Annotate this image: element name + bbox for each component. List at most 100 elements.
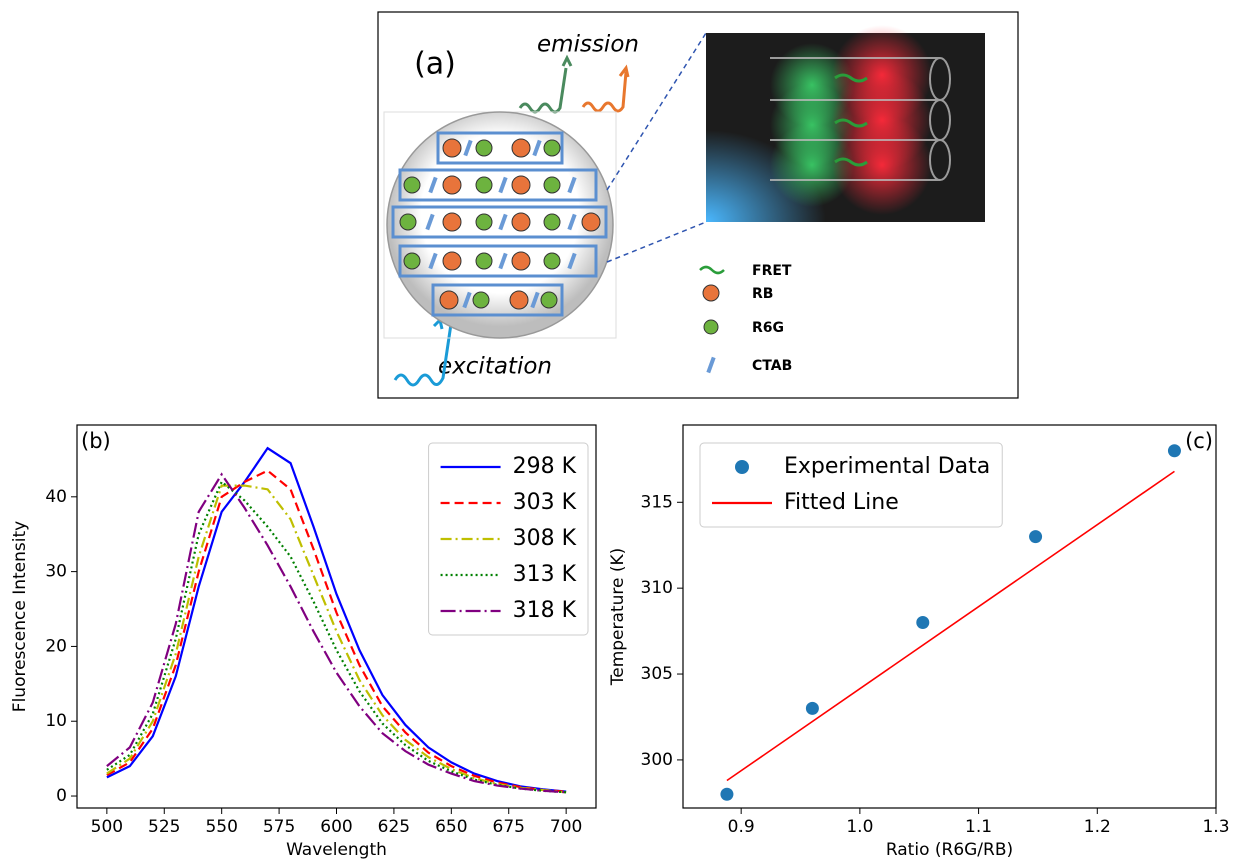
x-tick-label: 675 — [493, 817, 525, 837]
legend-label: 313 K — [513, 562, 577, 587]
tube — [391, 205, 608, 239]
legend-label: 298 K — [513, 454, 577, 479]
series-line — [106, 484, 567, 794]
render-image — [706, 25, 985, 222]
y-tick-label: 30 — [45, 562, 67, 582]
rb — [511, 138, 531, 158]
legend-frame — [428, 442, 589, 636]
ctab-icon — [706, 356, 716, 374]
rb — [511, 175, 531, 195]
r6g — [543, 139, 561, 157]
rb — [511, 251, 531, 271]
rb — [581, 212, 601, 232]
r6g — [403, 176, 421, 194]
y-tick-label: 40 — [45, 487, 67, 507]
x-tick-label: 650 — [435, 817, 467, 837]
tubes — [391, 131, 608, 317]
x-tick-label: 600 — [320, 817, 352, 837]
rb — [442, 212, 462, 232]
diagram-panel: (a) emission excitation — [377, 11, 1019, 399]
series-line — [106, 446, 567, 793]
legend-label: 308 K — [513, 526, 577, 551]
ctab-molecules — [425, 139, 577, 309]
r6g — [543, 176, 561, 194]
fret-icon — [699, 265, 725, 275]
panel-label: (a) — [414, 47, 456, 82]
y-tick-label: 315 — [641, 492, 673, 512]
x-tick-label: 1.0 — [846, 817, 873, 837]
legend-swatch — [735, 460, 749, 474]
plot-frame — [682, 424, 1217, 809]
legend-label: Experimental Data — [784, 454, 990, 479]
y-tick-label: 20 — [45, 636, 67, 656]
r6g — [475, 213, 493, 231]
series-line — [726, 470, 1175, 782]
y-tick-label: 0 — [56, 786, 67, 806]
excitation-wave — [393, 323, 453, 387]
data-point — [916, 616, 930, 630]
y-axis-label: Temperature (K) — [608, 548, 628, 687]
tube — [436, 131, 564, 165]
dye-molecules — [399, 138, 601, 310]
legend-label: Fitted Line — [784, 490, 899, 515]
legend-label: R6G — [752, 320, 784, 336]
rb — [509, 290, 529, 310]
r6g — [399, 213, 417, 231]
x-tick-label: 500 — [91, 817, 123, 837]
x-axis-label: Wavelength — [286, 840, 387, 860]
chart: 500 525 550 575 600 625 650 675 700 0 10 20 30 40 Wave… — [10, 424, 597, 860]
data-point — [1029, 530, 1043, 544]
r6g — [472, 291, 490, 309]
x-tick-label: 1.2 — [1084, 817, 1111, 837]
y-tick-label: 300 — [641, 750, 673, 770]
r6g-icon — [703, 319, 719, 335]
tube — [398, 244, 598, 278]
series-line — [106, 472, 567, 794]
legend: 298 K 303 K 308 K 313 K 318 K — [428, 442, 589, 636]
rb-icon — [702, 284, 720, 302]
rb — [442, 175, 462, 195]
data-point — [805, 701, 819, 715]
y-tick-label: 10 — [45, 711, 67, 731]
r6g — [540, 291, 558, 309]
tube — [398, 168, 598, 202]
x-tick-label: 1.1 — [965, 817, 992, 837]
legend: Experimental Data Fitted Line — [699, 442, 1003, 528]
legend-label: CTAB — [752, 358, 792, 374]
x-tick-label: 700 — [550, 817, 582, 837]
tube — [431, 283, 564, 317]
data-point — [1167, 444, 1181, 458]
emission-wave — [581, 71, 628, 113]
legend-label: FRET — [752, 263, 792, 279]
r6g — [543, 252, 561, 270]
x-tick-label: 0.9 — [728, 817, 755, 837]
excitation-label: excitation — [438, 354, 552, 380]
r6g — [475, 176, 493, 194]
rb — [442, 138, 462, 158]
legend-frame — [699, 442, 1003, 528]
y-tick-label: 310 — [641, 578, 673, 598]
legend-label: 303 K — [513, 490, 577, 515]
x-tick-label: 1.3 — [1202, 817, 1229, 837]
panel-label: (b) — [81, 429, 111, 453]
y-tick-label: 305 — [641, 664, 673, 684]
rb — [439, 290, 459, 310]
r6g — [475, 139, 493, 157]
r6g — [475, 252, 493, 270]
rb — [442, 251, 462, 271]
panel-label: (c) — [1185, 429, 1213, 453]
legend-label: RB — [752, 286, 773, 302]
data-point — [720, 787, 734, 801]
x-tick-label: 550 — [205, 817, 237, 837]
chart: 0.9 1.0 1.1 1.2 1.3 300 305 310 315 Ratio (R6G/RB… — [608, 424, 1230, 860]
arrow-head — [561, 54, 573, 67]
series-line — [106, 469, 567, 793]
legend-label: 318 K — [513, 598, 577, 623]
zoom-line — [606, 32, 707, 191]
y-axis-label: Fluorescence Intensity — [10, 521, 30, 712]
x-tick-label: 525 — [148, 817, 180, 837]
emission-label: emission — [537, 32, 639, 58]
plot-frame — [76, 424, 597, 809]
r6g — [403, 252, 421, 270]
